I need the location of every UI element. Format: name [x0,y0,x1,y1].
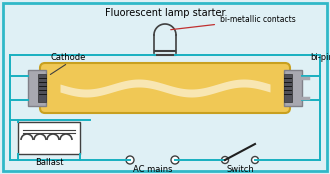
FancyBboxPatch shape [3,3,327,171]
Circle shape [126,156,134,164]
Circle shape [251,156,258,164]
Text: bi-pin: bi-pin [310,53,330,62]
FancyBboxPatch shape [28,70,46,106]
Text: Ballast: Ballast [35,158,63,167]
FancyBboxPatch shape [40,63,290,113]
Text: AC mains: AC mains [133,165,172,174]
Text: bi-metallic contacts: bi-metallic contacts [171,15,296,30]
Text: Switch: Switch [226,165,254,174]
Circle shape [221,156,228,164]
Circle shape [171,156,179,164]
FancyBboxPatch shape [38,74,46,102]
FancyBboxPatch shape [284,70,302,106]
Text: Fluorescent lamp starter: Fluorescent lamp starter [105,8,225,18]
Text: Cathode: Cathode [50,53,86,62]
FancyBboxPatch shape [284,74,292,102]
FancyBboxPatch shape [18,122,80,154]
